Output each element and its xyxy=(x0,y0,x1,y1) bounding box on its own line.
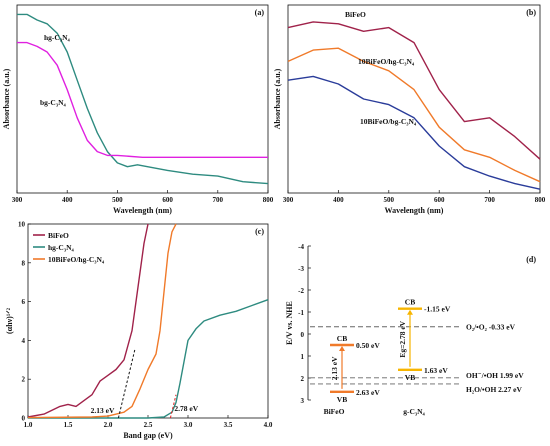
legend-entry: hg-C₃N₄ xyxy=(48,243,74,252)
y-tick-label: -3 xyxy=(298,265,304,273)
x-tick-label: 2.5 xyxy=(144,421,153,429)
panel-c: 1.0 1.5 2.0 2.5 3.0 3.5 4.0 0 2 4 6 8 10 Band gap (eV… xyxy=(5,221,273,441)
gap-energy: 2.13 eV xyxy=(330,356,339,380)
x-tick-label: 1.5 xyxy=(64,421,73,429)
x-axis-label: Wavelength (nm) xyxy=(113,206,172,215)
panel-d: (d) -4 -3 -2 -1 0 1 2 3 E/V vs. NHE O₂/•O₂ -0.33 e… xyxy=(285,243,536,416)
annotation: 2.78 eV xyxy=(174,404,198,413)
series-line xyxy=(17,41,268,158)
series-line xyxy=(287,75,541,190)
y-tick-label: 4 xyxy=(22,337,26,345)
y-tick-label: 6 xyxy=(22,298,26,306)
y-tick-label: -1 xyxy=(298,309,304,317)
x-tick-label: 500 xyxy=(112,196,123,204)
panel-b: 300 400 500 600 700 800 Wavelength (nm) Absorba… xyxy=(273,4,546,215)
series-label: BiFeO xyxy=(345,10,366,19)
vb-label: VB xyxy=(337,395,347,404)
series-line xyxy=(287,21,541,160)
plot-frame xyxy=(287,4,541,194)
panel-label: (a) xyxy=(255,8,265,17)
reference-label: O₂/•O₂ -0.33 eV xyxy=(466,323,516,332)
plot-frame xyxy=(27,223,269,419)
x-tick-label: 800 xyxy=(535,196,546,204)
x-tick-label: 600 xyxy=(434,196,445,204)
y-axis-label: E/V vs. NHE xyxy=(285,301,294,345)
x-tick-label: 500 xyxy=(384,196,395,204)
series-line xyxy=(28,299,269,419)
cb-energy: 0.50 eV xyxy=(356,341,380,350)
x-tick-label: 300 xyxy=(283,196,294,204)
reference-label: H₂O/•OH 2.27 eV xyxy=(466,385,522,394)
y-tick-label: 2 xyxy=(301,375,305,383)
reference-label: OH⁻/•OH 1.99 eV xyxy=(466,371,524,380)
x-tick-label: 700 xyxy=(484,196,495,204)
x-axis-label: Wavelength (nm) xyxy=(385,206,444,215)
y-tick-label: 8 xyxy=(22,259,26,267)
series-label: hg-C₃N₄ xyxy=(44,33,70,42)
series-label: 10BiFeO/bg-C₃N₄ xyxy=(360,117,417,126)
y-tick-label: 1 xyxy=(301,353,305,361)
tangent-line xyxy=(117,348,136,419)
x-tick-label: 700 xyxy=(213,196,224,204)
x-tick-label: 400 xyxy=(333,196,344,204)
gap-arrow-head xyxy=(407,309,413,315)
y-tick-label: -4 xyxy=(298,243,304,251)
x-tick-label: 4.0 xyxy=(264,421,273,429)
y-axis-label: (αhν)¹ᐟ² xyxy=(5,307,14,334)
x-tick-label: 300 xyxy=(12,196,23,204)
x-tick-label: 1.0 xyxy=(24,421,33,429)
legend-entry: 10BiFeO/hg-C₃N₄ xyxy=(48,255,105,264)
material-name: BiFeO xyxy=(324,407,345,416)
y-axis-label: Absorbance (a.u.) xyxy=(2,68,11,129)
x-tick-label: 3.0 xyxy=(184,421,193,429)
x-tick-label: 400 xyxy=(62,196,73,204)
y-tick-label: 10 xyxy=(18,221,26,229)
gap-arrow-head xyxy=(339,346,345,351)
panel-label: (c) xyxy=(255,227,264,236)
series-line xyxy=(287,47,541,183)
x-tick-label: 2.0 xyxy=(104,421,113,429)
cb-label: CB xyxy=(405,298,415,307)
panel-label: (d) xyxy=(526,255,536,264)
y-tick-label: 2 xyxy=(22,376,26,384)
series-label: bg-C₃N₄ xyxy=(40,98,66,107)
tangent-line xyxy=(169,394,177,419)
plot-frame xyxy=(16,4,269,194)
y-tick-label: -2 xyxy=(298,287,304,295)
vb-energy: 1.63 eV xyxy=(424,366,448,375)
annotation: 2.13 eV xyxy=(91,406,115,415)
panel-label: (b) xyxy=(526,8,536,17)
y-tick-label: 3 xyxy=(301,397,305,405)
vb-label: VB xyxy=(405,373,415,382)
vb-energy: 2.63 eV xyxy=(356,388,380,397)
y-tick-label: 0 xyxy=(22,415,26,423)
material-name: g-C₃N₄ xyxy=(403,407,425,416)
legend-entry: BiFeO xyxy=(48,231,69,240)
cb-label: CB xyxy=(337,334,347,343)
series-line xyxy=(27,223,149,418)
cb-energy: -1.15 eV xyxy=(424,305,451,314)
series-line xyxy=(17,13,269,185)
x-axis-label: Band gap (eV) xyxy=(123,431,173,440)
series-line xyxy=(27,223,177,419)
x-tick-label: 3.5 xyxy=(224,421,233,429)
gap-energy: Eg=2.78 eV xyxy=(398,320,407,357)
x-tick-label: 800 xyxy=(263,196,274,204)
y-axis-label: Absorbance (a.u.) xyxy=(273,68,282,129)
x-tick-label: 600 xyxy=(162,196,173,204)
series-label: 10BiFeO/hg-C₃N₄ xyxy=(358,57,415,66)
y-tick-label: 0 xyxy=(301,331,305,339)
panel-a: 300 400 500 600 700 800 Wavelength (nm) Absorba… xyxy=(2,4,274,215)
